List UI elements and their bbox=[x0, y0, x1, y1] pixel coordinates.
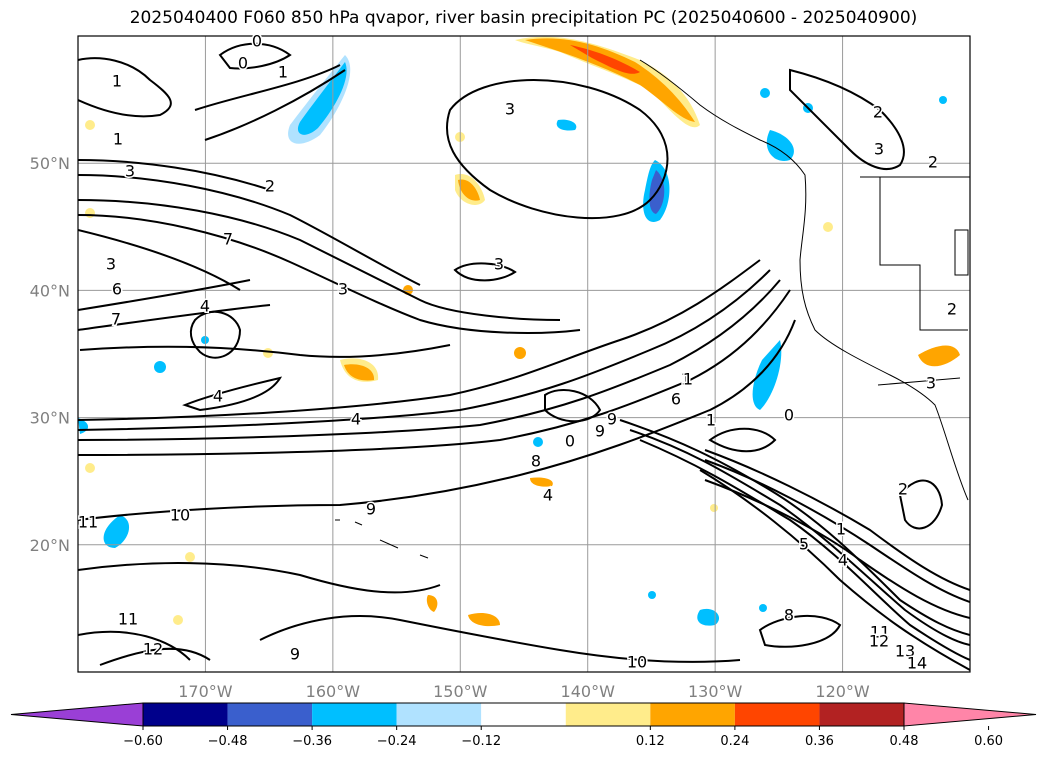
lat-tick-label: 50°N bbox=[30, 154, 70, 173]
contour-label: 10 bbox=[627, 653, 647, 672]
colorbar-tick-label: −0.36 bbox=[292, 734, 332, 749]
colorbar-tick-label: 0.60 bbox=[974, 734, 1003, 749]
contour-label: 3 bbox=[926, 374, 936, 393]
colorbar-bin bbox=[143, 703, 228, 726]
contour-label: 1 bbox=[278, 63, 288, 82]
contour-label: 2 bbox=[898, 480, 908, 499]
contour-label: 1 bbox=[681, 370, 691, 389]
lon-tick-label: 140°W bbox=[561, 682, 616, 701]
contour-label: 0 bbox=[565, 432, 575, 451]
colorbar-tick-label: −0.60 bbox=[123, 734, 163, 749]
contour-label: 3 bbox=[106, 255, 116, 274]
colorbar-bin bbox=[312, 703, 397, 726]
colorbar-tick-label: 0.12 bbox=[636, 734, 665, 749]
longitude-labels: 170°W 160°W 150°W 140°W 130°W 120°W bbox=[178, 682, 870, 701]
colorbar-tick-label: −0.48 bbox=[208, 734, 248, 749]
contour-label: 11 bbox=[78, 513, 98, 532]
lat-tick-label: 40°N bbox=[30, 281, 70, 300]
lon-tick-label: 170°W bbox=[178, 682, 233, 701]
contour-label: 5 bbox=[799, 535, 809, 554]
chart-title: 2025040400 F060 850 hPa qvapor, river ba… bbox=[129, 8, 918, 28]
colorbar-bin bbox=[481, 703, 566, 726]
colorbar-extend-high bbox=[903, 702, 1037, 727]
colorbar-tick-label: 0.24 bbox=[720, 734, 749, 749]
colorbar-tick-label: −0.24 bbox=[377, 734, 417, 749]
colorbar-bin bbox=[227, 703, 313, 726]
colorbar: −0.60 −0.48 −0.36 −0.24 −0.12 0.12 0.24 0.36 0.4… bbox=[10, 702, 1037, 749]
contour-label: 4 bbox=[838, 551, 848, 570]
contour-label: 13 bbox=[895, 642, 915, 661]
contour-label: 10 bbox=[170, 506, 190, 525]
latitude-labels: 50°N 40°N 30°N 20°N bbox=[30, 154, 70, 555]
contour-label: 9 bbox=[595, 422, 605, 441]
contour-label: 6 bbox=[671, 390, 681, 409]
colorbar-bin bbox=[650, 703, 735, 726]
contour-label: 3 bbox=[874, 140, 884, 159]
contour-label: 8 bbox=[784, 606, 794, 625]
colorbar-tick-label: 0.48 bbox=[890, 734, 919, 749]
contour-label: 2 bbox=[873, 103, 883, 122]
contour-label: 4 bbox=[351, 410, 361, 429]
colorbar-bin bbox=[565, 703, 651, 726]
contour-label: 1 bbox=[112, 72, 122, 91]
colorbar-frame bbox=[142, 702, 905, 727]
contour-label: 11 bbox=[118, 610, 138, 629]
contour-label: 14 bbox=[907, 654, 927, 673]
qvapor-contours bbox=[78, 42, 970, 671]
contour-label: 0 bbox=[238, 54, 248, 73]
map-frame bbox=[77, 35, 971, 673]
contour-label: 8 bbox=[531, 452, 541, 471]
lon-tick-label: 160°W bbox=[306, 682, 361, 701]
contour-label: 9 bbox=[366, 500, 376, 519]
contour-label: 4 bbox=[543, 486, 553, 505]
coastlines bbox=[335, 59, 970, 559]
contour-label: 1 bbox=[113, 130, 123, 149]
contour-label: 12 bbox=[869, 632, 889, 651]
contour-label: 2 bbox=[947, 300, 957, 319]
precipitation-shading bbox=[78, 36, 960, 627]
contour-label: 2 bbox=[265, 177, 275, 196]
lat-tick-label: 20°N bbox=[30, 536, 70, 555]
contour-label: 9 bbox=[607, 410, 617, 429]
contour-label: 7 bbox=[223, 230, 233, 249]
contour-label: 2 bbox=[928, 153, 938, 172]
contour-label: 3 bbox=[338, 280, 348, 299]
colorbar-tick-label: 0.36 bbox=[805, 734, 834, 749]
colorbar-bin bbox=[396, 703, 482, 726]
colorbar-tick-label: −0.12 bbox=[461, 734, 501, 749]
colorbar-bin bbox=[819, 703, 904, 726]
colorbar-extend-low bbox=[10, 702, 144, 727]
contour-label: 9 bbox=[290, 645, 300, 664]
lon-tick-label: 120°W bbox=[815, 682, 870, 701]
lon-tick-label: 130°W bbox=[688, 682, 743, 701]
lon-tick-label: 150°W bbox=[433, 682, 488, 701]
contour-label: 3 bbox=[125, 162, 135, 181]
contour-label: 4 bbox=[200, 297, 210, 316]
contour-label: 12 bbox=[143, 640, 163, 659]
contour-label: 1 bbox=[836, 520, 846, 539]
contour-label: 3 bbox=[494, 255, 504, 274]
contour-label: 1 bbox=[683, 370, 693, 389]
contour-label: 11 bbox=[870, 623, 890, 642]
contour-label: 3 bbox=[505, 100, 515, 119]
contour-label: 7 bbox=[111, 310, 121, 329]
contour-label: 0 bbox=[252, 32, 262, 51]
contour-label: 1 bbox=[706, 411, 716, 430]
colorbar-bin bbox=[734, 703, 820, 726]
contour-label: 4 bbox=[213, 387, 223, 406]
contour-label: 6 bbox=[112, 280, 122, 299]
lat-tick-label: 30°N bbox=[30, 409, 70, 428]
contour-label: 0 bbox=[784, 406, 794, 425]
